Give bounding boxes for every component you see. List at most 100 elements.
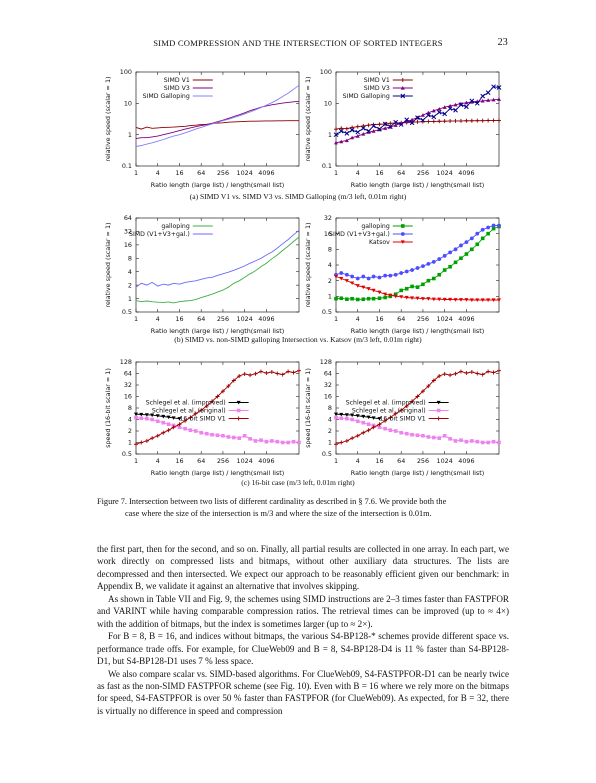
data-point bbox=[393, 292, 398, 296]
data-point bbox=[486, 369, 491, 374]
data-point bbox=[242, 372, 247, 377]
legend-marker bbox=[436, 400, 441, 405]
data-point bbox=[350, 274, 355, 279]
data-point bbox=[415, 119, 420, 124]
data-point bbox=[355, 414, 360, 418]
data-point bbox=[344, 138, 349, 143]
data-point bbox=[404, 119, 409, 124]
data-point bbox=[220, 389, 225, 394]
data-point bbox=[404, 431, 409, 436]
series-galloping bbox=[135, 236, 300, 304]
data-point bbox=[480, 236, 485, 241]
x-axis-label: Ratio length (large list) / length(small… bbox=[351, 181, 484, 189]
y-tick-label: 2 bbox=[328, 427, 332, 435]
x-tick-label: 64 bbox=[397, 169, 405, 177]
y-tick-label: 64 bbox=[124, 214, 132, 222]
data-point bbox=[344, 126, 349, 131]
data-point bbox=[350, 413, 355, 418]
y-axis-label: relative speed (scalar = 1) bbox=[304, 76, 312, 161]
series-line bbox=[135, 236, 300, 304]
y-tick-label: 4 bbox=[128, 416, 132, 424]
data-point bbox=[383, 418, 388, 423]
data-point bbox=[360, 125, 366, 131]
data-point bbox=[171, 425, 176, 430]
legend-label: SIMD V1 bbox=[164, 77, 190, 84]
data-point bbox=[469, 98, 475, 104]
data-point bbox=[399, 288, 403, 293]
data-point bbox=[426, 278, 431, 283]
data-point bbox=[215, 433, 220, 438]
data-point bbox=[383, 126, 388, 130]
body-paragraph: As shown in Table VII and Fig. 9, the sc… bbox=[97, 593, 509, 629]
data-point bbox=[388, 293, 393, 298]
data-point bbox=[134, 415, 138, 420]
data-point bbox=[431, 108, 436, 113]
data-point bbox=[345, 297, 349, 302]
x-tick-label: 64 bbox=[197, 315, 205, 323]
data-point bbox=[333, 132, 339, 138]
data-point bbox=[377, 275, 382, 280]
data-point bbox=[204, 431, 209, 436]
data-point bbox=[459, 256, 463, 261]
data-point bbox=[237, 436, 242, 440]
x-axis-label: Ratio length (large list) / length(small… bbox=[151, 327, 284, 335]
x-axis-label: Ratio length (large list) / length(small… bbox=[151, 469, 284, 477]
x-tick-label: 64 bbox=[397, 457, 405, 465]
data-point bbox=[448, 119, 453, 124]
data-point bbox=[166, 428, 171, 433]
y-tick-label: 100 bbox=[320, 68, 332, 76]
data-point bbox=[404, 295, 409, 300]
y-tick-label: 1 bbox=[128, 131, 132, 139]
data-point bbox=[491, 370, 496, 375]
data-point bbox=[453, 107, 458, 113]
data-point bbox=[155, 419, 160, 424]
data-point bbox=[371, 129, 376, 133]
data-point bbox=[415, 115, 420, 120]
data-point bbox=[183, 426, 187, 431]
data-point bbox=[355, 433, 360, 438]
data-point bbox=[210, 432, 214, 437]
data-point bbox=[366, 415, 371, 420]
data-point bbox=[404, 117, 410, 123]
data-point bbox=[491, 118, 496, 123]
data-point bbox=[497, 368, 501, 373]
data-point bbox=[469, 118, 474, 123]
data-point bbox=[139, 440, 144, 445]
legend-label: SIMD Galloping bbox=[143, 93, 190, 100]
data-point bbox=[177, 422, 182, 427]
data-point bbox=[334, 127, 338, 132]
x-tick-label: 16 bbox=[375, 315, 383, 323]
data-point bbox=[442, 268, 447, 272]
data-point bbox=[497, 298, 501, 303]
data-point bbox=[410, 296, 415, 300]
data-point bbox=[383, 292, 388, 297]
legend-label: SIMD Galloping bbox=[343, 93, 390, 100]
data-point bbox=[383, 273, 388, 278]
data-point bbox=[377, 290, 382, 295]
data-point bbox=[161, 414, 166, 419]
data-point bbox=[458, 102, 464, 108]
body-paragraph: We also compare scalar vs. SIMD-based al… bbox=[97, 668, 509, 716]
legend-label: galloping bbox=[161, 223, 190, 230]
y-tick-label: 64 bbox=[324, 370, 332, 378]
data-point bbox=[377, 296, 382, 301]
data-point bbox=[464, 104, 469, 110]
y-tick-label: 16 bbox=[324, 393, 332, 401]
data-point bbox=[334, 415, 338, 420]
data-point bbox=[421, 264, 425, 269]
x-tick-label: 256 bbox=[417, 169, 429, 177]
data-point bbox=[344, 438, 349, 443]
y-axis-label: speed (16-bit scalar = 1) bbox=[304, 368, 312, 448]
x-tick-label: 4 bbox=[156, 169, 160, 177]
data-point bbox=[350, 125, 355, 130]
data-point bbox=[497, 97, 501, 101]
figure-caption-line-2: case where the size of the intersection … bbox=[125, 508, 432, 518]
data-point bbox=[344, 279, 349, 283]
data-point bbox=[459, 438, 463, 442]
legend-marker bbox=[436, 416, 441, 421]
x-tick-label: 64 bbox=[197, 169, 205, 177]
data-point bbox=[436, 109, 442, 115]
data-point bbox=[497, 440, 501, 445]
